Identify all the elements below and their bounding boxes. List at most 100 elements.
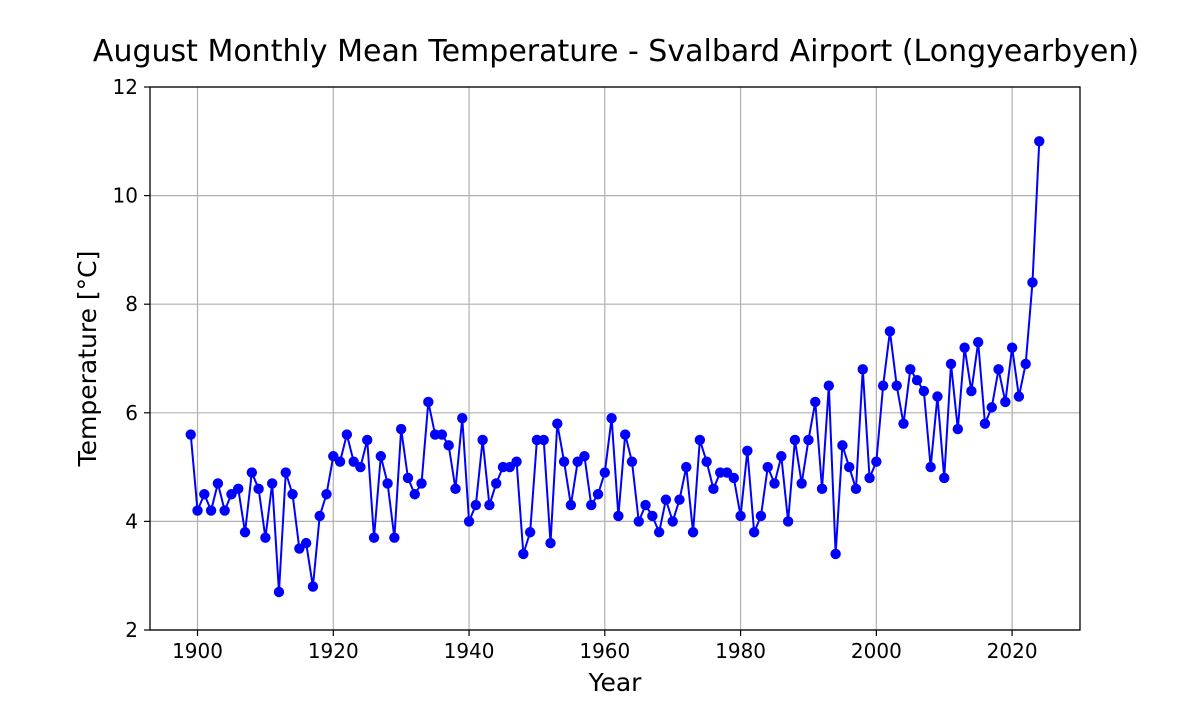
plot-area-frame: [149, 86, 1081, 631]
data-point: [395, 423, 407, 435]
data-point: [789, 434, 801, 446]
data-point: [613, 510, 624, 522]
data-point: [253, 483, 264, 495]
data-point: [416, 478, 427, 489]
data-point: [911, 375, 923, 386]
data-point: [599, 467, 611, 478]
data-point: [321, 489, 332, 500]
data-point: [273, 586, 285, 598]
data-point: [450, 483, 461, 495]
data-point: [932, 391, 943, 402]
data-point: [972, 337, 984, 348]
data-point: [816, 483, 828, 495]
data-point: [307, 581, 319, 592]
y-tick-label: 4: [125, 509, 138, 533]
series-line: [189, 141, 1041, 593]
data-point: [939, 472, 950, 484]
data-point: [728, 472, 739, 484]
data-point: [1000, 396, 1011, 408]
data-point: [300, 537, 312, 549]
data-point: [185, 429, 196, 440]
data-point: [857, 364, 868, 375]
data-point: [565, 499, 577, 511]
data-point: [1034, 136, 1045, 147]
data-point: [1020, 358, 1031, 370]
data-point: [660, 494, 672, 505]
data-point: [586, 499, 597, 511]
data-point: [334, 456, 346, 467]
data-point: [735, 510, 746, 522]
data-point: [769, 478, 780, 489]
data-point: [959, 342, 970, 353]
data-point: [314, 510, 325, 522]
data-point: [843, 461, 855, 473]
data-point: [796, 478, 807, 489]
data-point: [192, 505, 203, 516]
data-point: [477, 434, 488, 446]
data-point: [681, 461, 692, 473]
data-point: [246, 467, 258, 478]
data-point: [375, 451, 387, 462]
data-point: [280, 467, 291, 478]
data-point: [619, 429, 631, 440]
data-point: [823, 380, 835, 391]
data-point: [626, 456, 638, 467]
data-point: [864, 472, 875, 484]
data-point: [199, 489, 210, 500]
data-point: [606, 413, 617, 424]
data-point: [402, 472, 414, 484]
data-point: [355, 461, 366, 473]
data-point: [1013, 391, 1025, 402]
data-point: [884, 326, 896, 337]
data-point: [742, 445, 753, 457]
x-tick-label: 1900: [172, 639, 223, 663]
data-point: [443, 440, 454, 451]
data-point: [491, 478, 502, 489]
data-point: [579, 451, 590, 462]
chart-title: August Monthly Mean Temperature - Svalba…: [93, 34, 1139, 69]
data-point: [979, 418, 991, 429]
x-axis-label: Year: [588, 668, 643, 697]
data-point: [1006, 342, 1018, 353]
data-point: [925, 461, 936, 473]
data-point: [803, 434, 814, 446]
data-point: [640, 499, 651, 511]
data-point: [341, 429, 353, 440]
data-point: [667, 516, 678, 527]
data-point: [389, 532, 400, 543]
data-point: [782, 516, 794, 527]
data-point: [877, 380, 889, 391]
data-point: [470, 499, 482, 511]
data-point: [538, 434, 549, 446]
data-point: [287, 489, 298, 500]
y-tick-label: 6: [125, 401, 138, 425]
data-point: [362, 434, 373, 446]
data-point: [368, 532, 380, 543]
data-point: [708, 483, 719, 495]
data-point: [545, 537, 556, 549]
y-tick-label: 2: [125, 618, 138, 642]
x-tick-label: 1920: [308, 639, 359, 663]
data-point: [457, 413, 468, 424]
data-point: [653, 527, 665, 538]
data-point: [524, 527, 536, 538]
data-point: [898, 418, 909, 429]
y-tick-label: 8: [125, 292, 138, 316]
data-point: [810, 396, 821, 408]
data-point: [748, 527, 760, 538]
data-point: [552, 418, 563, 429]
x-tick-label: 2020: [987, 639, 1038, 663]
data-point: [592, 489, 604, 500]
data-point: [674, 494, 685, 505]
data-point: [266, 478, 278, 489]
data-point: [239, 527, 251, 538]
x-tick-label: 1940: [444, 639, 495, 663]
data-point: [212, 478, 224, 489]
data-point: [871, 456, 882, 467]
data-point: [423, 396, 434, 408]
data-point: [850, 483, 862, 495]
data-point: [694, 434, 706, 446]
data-point: [762, 461, 773, 473]
data-point: [205, 505, 217, 516]
